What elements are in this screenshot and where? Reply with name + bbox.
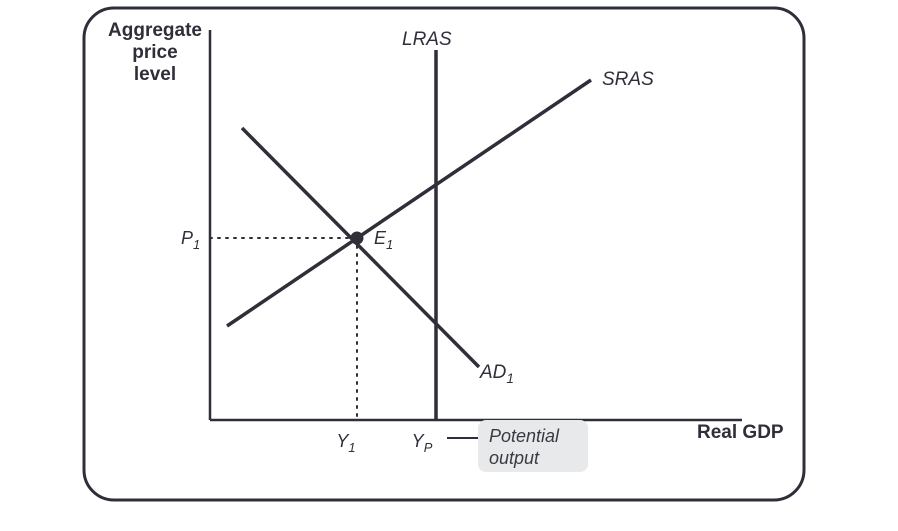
sras-label: SRAS [602, 69, 654, 90]
x-axis-title: Real GDP [697, 422, 784, 443]
yp-tick-label: YP [412, 431, 433, 455]
ad-label: AD1 [479, 362, 514, 386]
ad-curve [242, 128, 479, 367]
equilibrium-label: E1 [374, 228, 393, 252]
y-axis-title-line2: price [132, 42, 177, 63]
potential-output-text-line1: Potential [489, 426, 560, 446]
lras-label: LRAS [402, 29, 452, 50]
p1-tick-label: P1 [181, 228, 200, 252]
sras-curve [227, 80, 591, 326]
potential-output-text-line2: output [489, 448, 540, 468]
y-axis-title-line3: level [134, 64, 176, 85]
equilibrium-point [351, 232, 364, 245]
chart-container: Aggregate price level Real GDP LRAS SRAS… [0, 0, 898, 526]
y-axis-title-line1: Aggregate [108, 20, 202, 41]
y1-tick-label: Y1 [336, 431, 355, 455]
chart-frame [84, 8, 804, 500]
